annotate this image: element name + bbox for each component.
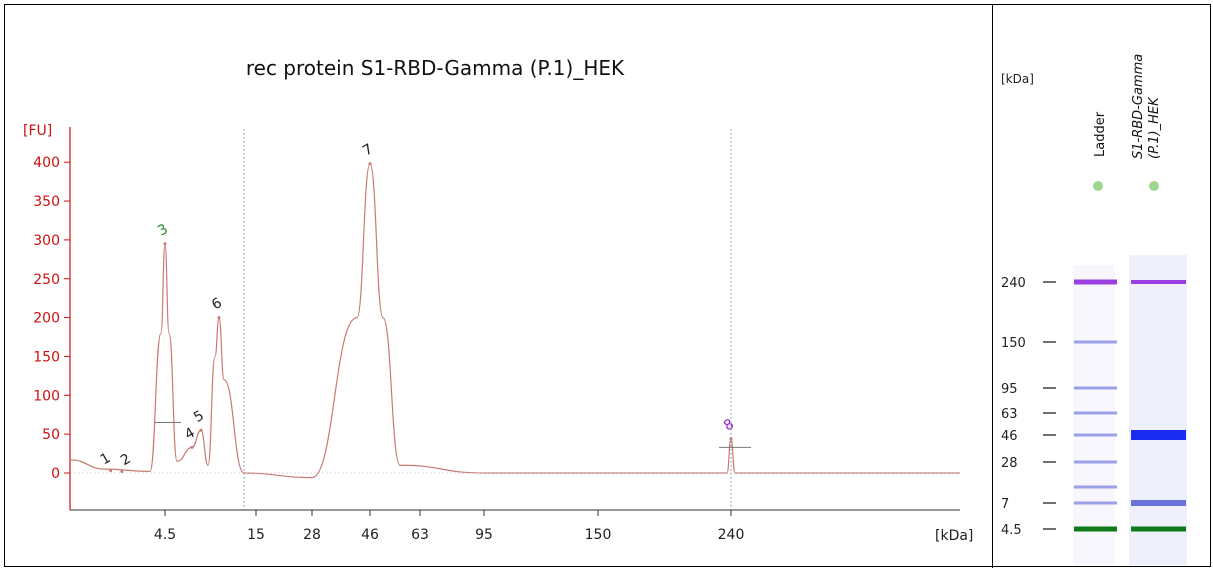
data-series-trace [69,163,960,479]
peak-point [199,428,203,432]
peak-label: 1 [98,450,114,468]
gel-image: [kDa] Ladder S1-RBD-Gamma (P.1)_HEK 240 1… [1001,54,1187,565]
y-tick-label: 400 [33,155,60,171]
peak-point [190,445,194,449]
lane-label-ladder: Ladder [1093,111,1108,157]
y-tick-label: 150 [33,349,60,365]
peak-label: 2 [118,451,134,469]
gel-marker-label: 63 [1001,407,1018,422]
x-tick-label: 46 [361,527,379,543]
x-unit-label: [kDa] [935,528,973,544]
gel-marker-label: 7 [1001,497,1009,512]
gel-marker-label: 240 [1001,276,1026,291]
gel-marker-label: 150 [1001,336,1026,351]
figure-frame: rec protein S1-RBD-Gamma (P.1)_HEK [FU] … [4,4,1211,568]
gel-marker-label: 28 [1001,456,1018,471]
ladder-band [1074,279,1117,285]
chart-title: rec protein S1-RBD-Gamma (P.1)_HEK [246,56,625,80]
ladder-band [1074,485,1117,489]
x-tick-label: 15 [247,527,265,543]
sample-well [1149,181,1159,191]
sample-band [1131,280,1186,284]
gel-marker-label: 46 [1001,429,1018,444]
electropherogram-chart: rec protein S1-RBD-Gamma (P.1)_HEK [FU] … [23,56,973,544]
ladder-band [1074,526,1117,532]
gel-unit-label: [kDa] [1001,72,1034,86]
sample-band [1131,430,1186,440]
x-tick-label: 240 [718,527,745,543]
gel-marker-label: 4.5 [1001,523,1022,538]
peak-label: 8 [721,416,737,434]
peak-point [217,316,221,320]
x-tick-label: 28 [303,527,321,543]
lane-label-sample-line1: S1-RBD-Gamma [1131,54,1146,159]
ladder-band [1074,411,1117,415]
peak-label: 6 [209,295,225,313]
y-tick-label: 200 [33,311,60,327]
y-unit-label: [FU] [23,123,52,139]
x-tick-label: 95 [475,527,493,543]
peak-point [120,469,124,473]
ladder-band [1074,501,1117,505]
peak-label: 5 [191,408,207,426]
ladder-band [1074,340,1117,344]
panel-divider [992,5,993,568]
peak-label: 3 [155,221,171,239]
y-tick-label: 300 [33,233,60,249]
ladder-well [1093,181,1103,191]
peak-point [368,162,372,166]
y-tick-label: 350 [33,194,60,210]
sample-band [1131,526,1186,532]
x-tick-label: 4.5 [154,527,176,543]
sample-band [1131,500,1186,506]
peak-label: 7 [360,141,376,159]
x-tick-label: 150 [585,527,612,543]
peak-point [729,437,733,441]
y-tick-label: 100 [33,388,60,404]
gel-marker-label: 95 [1001,382,1018,397]
sample-lane-bg [1129,255,1187,565]
ladder-band [1074,433,1117,437]
peak-point [109,469,113,473]
x-tick-label: 63 [411,527,429,543]
y-tick-label: 250 [33,272,60,288]
ladder-band [1074,460,1117,464]
y-tick-label: 0 [51,466,60,482]
peak-point [163,242,167,246]
y-tick-label: 50 [42,427,60,443]
lane-label-sample-line2: (P.1)_HEK [1147,96,1162,159]
ladder-lane-bg [1073,265,1115,565]
ladder-band [1074,386,1117,390]
